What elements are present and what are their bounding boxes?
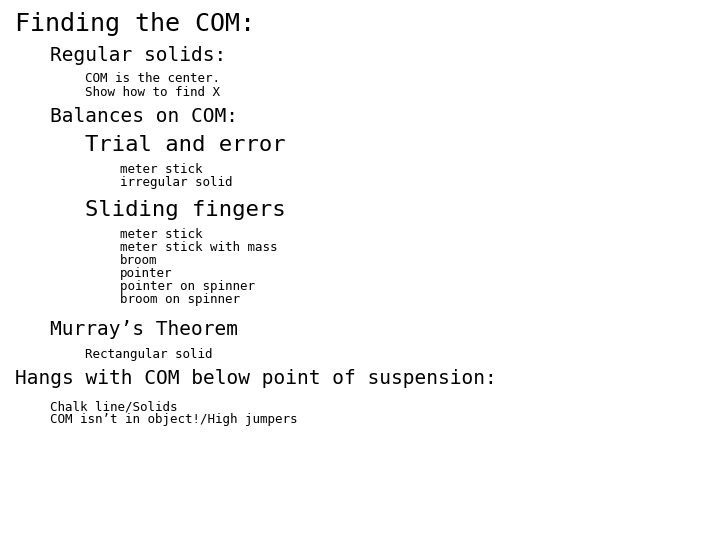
Text: Regular solids:: Regular solids: <box>50 46 226 65</box>
Text: pointer on spinner: pointer on spinner <box>120 280 255 293</box>
Text: broom on spinner: broom on spinner <box>120 293 240 306</box>
Text: Murray’s Theorem: Murray’s Theorem <box>50 320 238 339</box>
Text: meter stick: meter stick <box>120 228 202 241</box>
Text: Rectangular solid: Rectangular solid <box>85 348 212 361</box>
Text: Sliding fingers: Sliding fingers <box>85 200 286 220</box>
Text: broom: broom <box>120 254 158 267</box>
Text: Trial and error: Trial and error <box>85 135 286 155</box>
Text: Balances on COM:: Balances on COM: <box>50 107 238 126</box>
Text: Show how to find X: Show how to find X <box>85 86 220 99</box>
Text: meter stick: meter stick <box>120 163 202 176</box>
Text: Finding the COM:: Finding the COM: <box>15 12 255 36</box>
Text: COM isn’t in object!/High jumpers: COM isn’t in object!/High jumpers <box>50 413 297 426</box>
Text: irregular solid: irregular solid <box>120 176 233 189</box>
Text: pointer: pointer <box>120 267 173 280</box>
Text: Hangs with COM below point of suspension:: Hangs with COM below point of suspension… <box>15 369 497 388</box>
Text: Chalk line/Solids: Chalk line/Solids <box>50 400 178 413</box>
Text: meter stick with mass: meter stick with mass <box>120 241 277 254</box>
Text: COM is the center.: COM is the center. <box>85 72 220 85</box>
